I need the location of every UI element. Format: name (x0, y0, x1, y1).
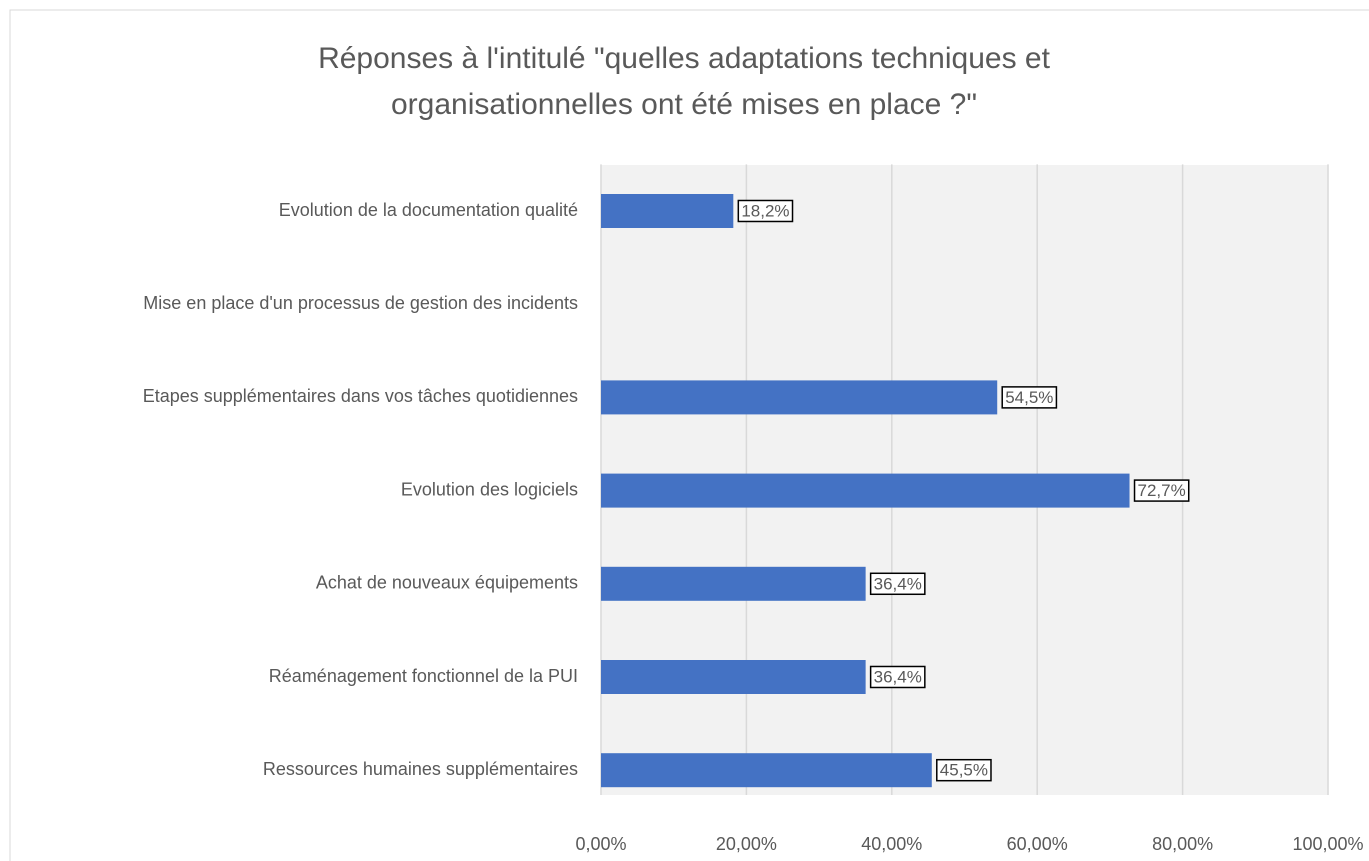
data-label-box (1001, 386, 1058, 409)
data-label-box (869, 665, 926, 689)
y-tick-label: Etapes supplémentaires dans vos tâches q… (143, 386, 578, 406)
data-label: 36,4% (874, 667, 922, 686)
data-label: 36,4% (874, 574, 922, 593)
x-tick-label: 20,00% (716, 834, 777, 854)
y-tick-label: Evolution des logiciels (401, 479, 578, 499)
data-label-box (1133, 479, 1190, 502)
x-tick-label: 0,00% (575, 834, 626, 854)
y-tick-label: Achat de nouveaux équipements (316, 573, 578, 593)
data-label: 45,5% (940, 761, 988, 780)
data-label: 18,2% (741, 201, 789, 220)
x-tick-label: 60,00% (1007, 834, 1068, 854)
y-tick-label: Ressources humaines supplémentaires (263, 759, 578, 779)
data-label-box (869, 572, 926, 596)
x-tick-label: 100,00% (1292, 834, 1363, 854)
x-tick-label: 80,00% (1152, 834, 1213, 854)
bar (601, 753, 932, 788)
bar (601, 660, 866, 694)
y-tick-label: Réaménagement fonctionnel de la PUI (269, 666, 578, 686)
y-tick-label: Evolution de la documentation qualité (279, 200, 578, 220)
data-label-box (737, 199, 794, 223)
data-label-box (936, 758, 992, 782)
bar (601, 380, 998, 415)
data-label: 54,5% (1005, 388, 1053, 407)
data-label: 72,7% (1138, 481, 1186, 500)
chart-title: organisationnelles ont été mises en plac… (391, 88, 977, 121)
chart-title: Réponses à l'intitulé "quelles adaptatio… (318, 42, 1051, 75)
x-tick-label: 40,00% (861, 834, 922, 854)
bar (601, 566, 866, 601)
bar (601, 194, 734, 228)
y-tick-label: Mise en place d'un processus de gestion … (143, 293, 578, 313)
bar (601, 473, 1130, 508)
